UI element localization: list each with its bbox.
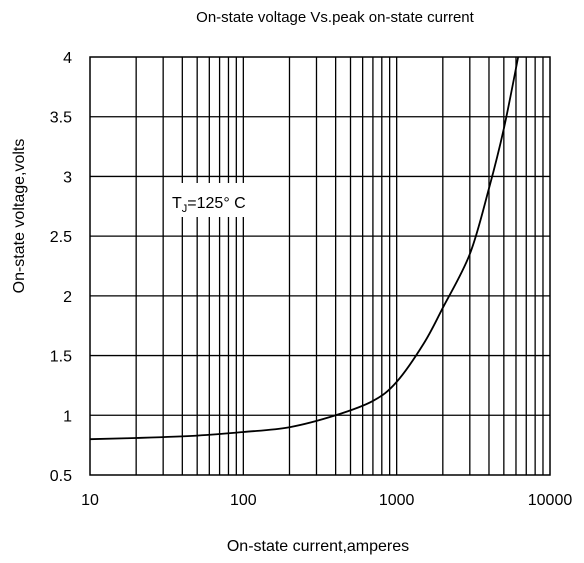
chart-title: On-state voltage Vs.peak on-state curren… (196, 9, 474, 26)
grid (90, 57, 550, 475)
y-tick-label: 3.5 (50, 110, 72, 127)
x-tick-label: 1000 (379, 492, 415, 509)
tick-labels: 10 100 1000 10000 0.5 1 1.5 2 2.5 3 3.5 4 (50, 50, 573, 509)
annotation-background (166, 183, 286, 217)
y-tick-label: 4 (63, 50, 72, 67)
y-tick-label: 2.5 (50, 229, 72, 246)
plot-frame (89, 56, 551, 476)
y-tick-label: 3 (63, 169, 72, 186)
y-tick-label: 0.5 (50, 468, 72, 485)
series-layer (89, 56, 520, 441)
x-tick-label: 100 (230, 492, 257, 509)
annotation-text: TJ=125° C (172, 195, 246, 215)
y-axis-label: On-state voltage,volts (11, 139, 28, 294)
y-tick-label: 1.5 (50, 349, 72, 366)
x-axis-label: On-state current,amperes (227, 538, 409, 555)
annotation-rest: =125° C (187, 195, 245, 212)
x-tick-label: 10 (81, 492, 99, 509)
annotation-main: T (172, 195, 182, 212)
annotation-subscript: J (182, 203, 188, 215)
series-line (89, 56, 520, 441)
temperature-annotation: TJ=125° C (166, 183, 286, 217)
y-tick-label: 1 (63, 408, 72, 425)
y-tick-label: 2 (63, 289, 72, 306)
x-tick-label: 10000 (528, 492, 573, 509)
